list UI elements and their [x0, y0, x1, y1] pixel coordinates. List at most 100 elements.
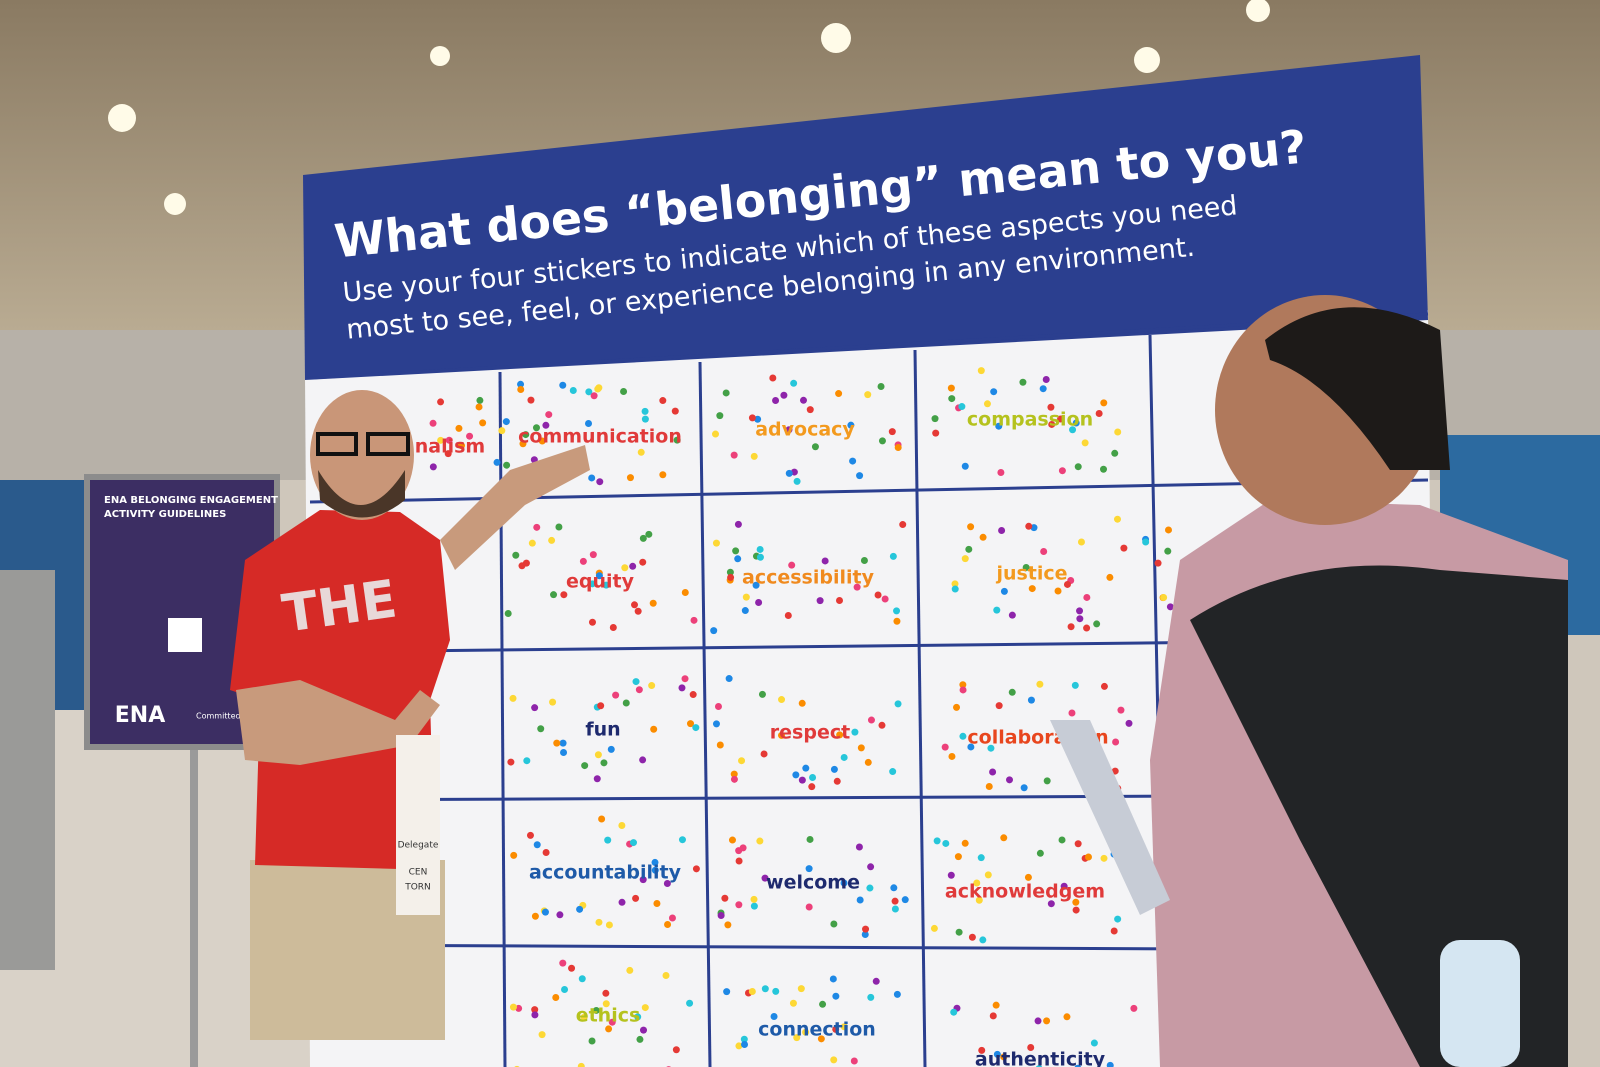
aspect-word: nalism — [415, 436, 485, 458]
sticker — [947, 384, 955, 392]
sticker — [893, 607, 901, 615]
sticker — [730, 770, 738, 778]
sticker — [1114, 915, 1122, 923]
sticker — [990, 388, 998, 396]
sticker — [523, 757, 531, 765]
sticker — [531, 912, 539, 920]
sticker — [689, 691, 697, 699]
sticker — [931, 415, 939, 423]
sticker — [830, 920, 838, 928]
sticker — [888, 428, 896, 436]
beard — [318, 470, 405, 518]
sticker — [866, 884, 874, 892]
sticker — [1100, 854, 1108, 862]
sticker — [1090, 1039, 1098, 1047]
sticker — [622, 699, 630, 707]
sticker — [738, 757, 746, 765]
sticker — [1028, 585, 1036, 593]
sticker — [585, 388, 593, 396]
sticker — [950, 1008, 958, 1016]
sticker — [502, 418, 510, 426]
sticker — [889, 768, 897, 776]
sticker — [790, 379, 798, 387]
sticker — [967, 523, 975, 531]
sticker — [891, 905, 899, 913]
sticker — [1047, 900, 1055, 908]
sticker — [724, 921, 732, 929]
sign-tagline: Committed to Care. — [196, 712, 275, 721]
sticker — [961, 462, 969, 470]
sticker — [553, 739, 561, 747]
sticker — [788, 561, 796, 569]
sticker — [836, 731, 844, 739]
sticker — [651, 866, 659, 874]
sticker — [816, 597, 824, 605]
sticker — [632, 678, 640, 686]
sticker — [867, 716, 875, 724]
sticker — [959, 681, 967, 689]
light — [108, 104, 136, 132]
sticker — [806, 406, 814, 414]
sticker — [893, 617, 901, 625]
qr-code — [168, 618, 202, 652]
sticker — [650, 725, 658, 733]
sticker — [997, 469, 1005, 477]
sticker — [1106, 573, 1114, 581]
sticker — [817, 1035, 825, 1043]
sticker — [856, 472, 864, 480]
sticker — [1006, 776, 1014, 784]
sticker — [793, 477, 801, 485]
sticker — [605, 1025, 613, 1033]
sticker — [1000, 834, 1008, 842]
sticker — [860, 557, 868, 565]
sign-logo: ENA — [115, 703, 165, 728]
aspect-word: respect — [770, 722, 850, 744]
sticker — [476, 396, 484, 404]
sticker — [512, 551, 520, 559]
sticker — [856, 896, 864, 904]
sticker — [1083, 624, 1091, 632]
sticker — [1166, 603, 1174, 611]
sticker — [593, 775, 601, 783]
sticker — [772, 396, 780, 404]
sticker — [579, 557, 587, 565]
sticker — [602, 1000, 610, 1008]
grid-line — [698, 361, 712, 1067]
sticker — [1110, 927, 1118, 935]
sticker — [867, 863, 875, 871]
board-header — [303, 55, 1428, 380]
sticker — [735, 901, 743, 909]
sticker — [861, 930, 869, 938]
sticker — [967, 743, 975, 751]
papers — [1050, 720, 1170, 915]
sticker — [475, 403, 483, 411]
sticker — [961, 555, 969, 563]
sticker — [741, 607, 749, 615]
sticker — [618, 898, 626, 906]
sticker — [559, 959, 567, 967]
sticker — [548, 536, 556, 544]
sticker — [951, 585, 959, 593]
sticker — [594, 751, 602, 759]
sticker — [785, 469, 793, 477]
sticker — [639, 876, 647, 884]
sticker — [1077, 538, 1085, 546]
aspect-word: ethics — [576, 1005, 641, 1027]
sticker — [639, 534, 647, 542]
sticker — [864, 391, 872, 399]
sticker — [730, 451, 738, 459]
sticker — [867, 993, 875, 1001]
sticker — [1025, 522, 1033, 530]
sticker — [1114, 428, 1122, 436]
sticker — [592, 1006, 600, 1014]
sticker — [864, 758, 872, 766]
sticker — [662, 972, 670, 980]
sticker — [761, 985, 769, 993]
sticker — [998, 527, 1006, 535]
sticker — [580, 1013, 588, 1021]
sticker — [832, 992, 840, 1000]
sticker — [639, 558, 647, 566]
sticker — [874, 591, 882, 599]
sticker — [631, 601, 639, 609]
